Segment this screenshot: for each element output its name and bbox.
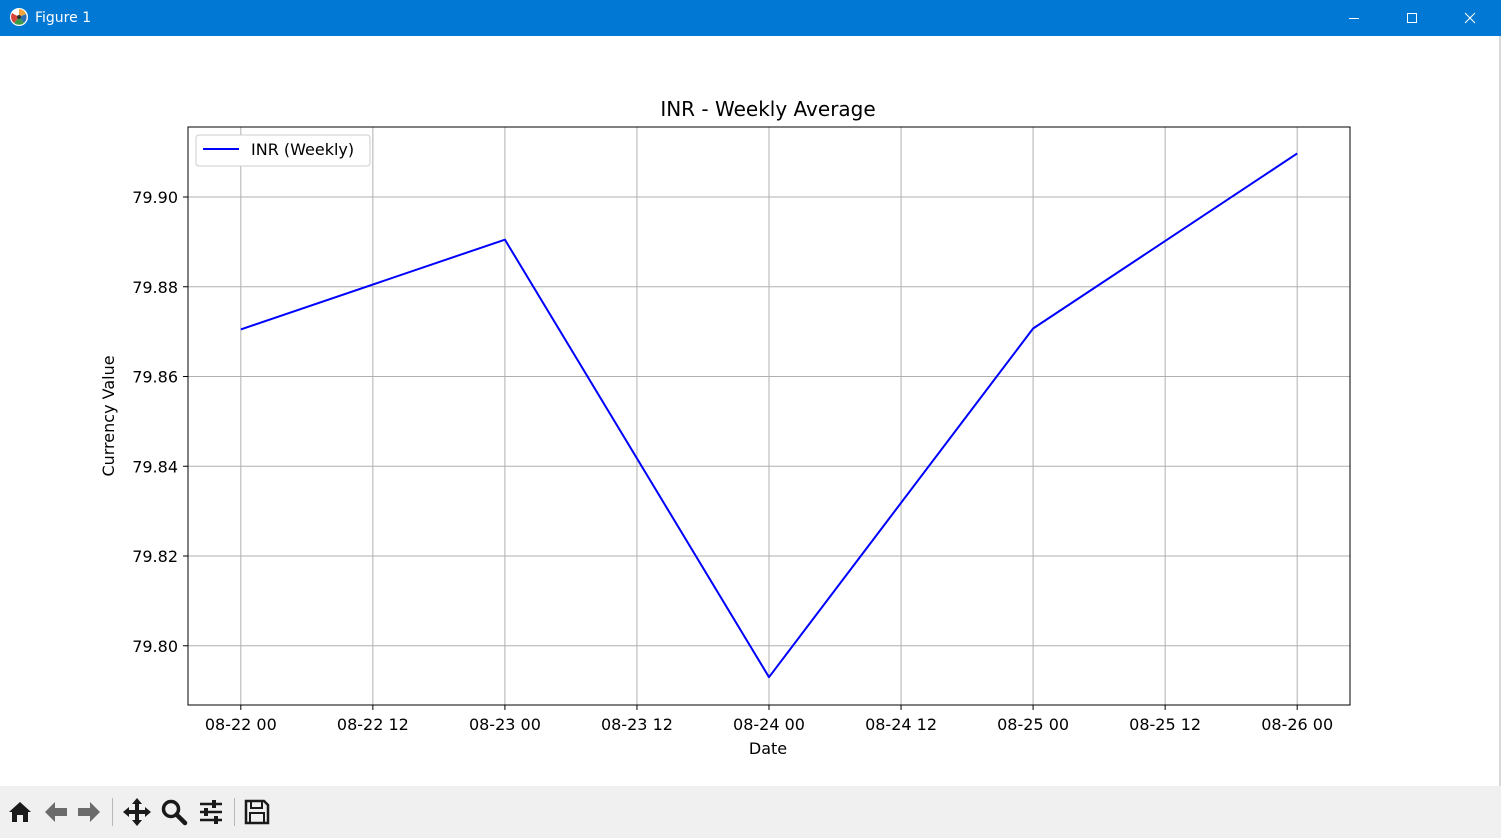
x-tick-label: 08-25 12 [1129,715,1201,734]
x-tick-label: 08-23 00 [469,715,541,734]
chart-title: INR - Weekly Average [660,97,875,121]
minimize-icon [1349,18,1359,19]
toolbar-separator [112,798,113,826]
line-chart: 08-22 00 08-22 12 08-23 00 08-23 12 08-24 00… [99,97,1351,758]
y-axis-label: Currency Value [99,355,118,476]
x-tick-label: 08-26 00 [1261,715,1333,734]
move-icon [123,798,151,826]
x-tick-label: 08-22 12 [337,715,409,734]
window-border [1499,36,1501,786]
y-tick-label: 79.82 [132,547,178,566]
home-icon [9,802,31,822]
floppy-disk-icon [244,799,270,825]
figure-canvas: 08-22 00 08-22 12 08-23 00 08-23 12 08-24 00… [0,36,1501,786]
window-title: Figure 1 [35,10,92,26]
legend-frame [195,134,371,167]
window-titlebar: Figure 1 [0,0,1501,36]
y-tick-label: 79.90 [132,188,178,207]
arrow-right-icon [78,802,100,822]
legend-label: INR (Weekly) [251,140,354,159]
maximize-button[interactable] [1383,0,1441,36]
arrow-left-icon [45,802,67,822]
close-button[interactable] [1441,0,1499,36]
y-tick-label: 79.80 [132,637,178,656]
x-tick-label: 08-24 12 [865,715,937,734]
navigation-toolbar [0,786,1501,838]
legend: INR (Weekly) [195,134,371,167]
configure-subplots-button[interactable] [195,796,227,828]
sliders-icon [200,800,222,824]
forward-button[interactable] [73,796,105,828]
back-button[interactable] [40,796,72,828]
series-line-inr-weekly [240,152,1298,679]
x-tick-label: 08-24 00 [733,715,805,734]
maximize-icon [1407,13,1417,23]
home-button[interactable] [4,796,36,828]
minimize-button[interactable] [1325,0,1383,36]
x-tick-label: 08-25 00 [997,715,1069,734]
x-tick-label: 08-22 00 [205,715,277,734]
x-axis-label: Date [749,739,787,758]
y-tick-label: 79.84 [132,457,178,476]
y-tick-label: 79.88 [132,278,178,297]
close-icon [1464,12,1476,24]
magnifier-icon [161,799,188,826]
save-button[interactable] [241,796,273,828]
x-tick-label: 08-23 12 [601,715,673,734]
toolbar-separator [234,798,235,826]
pan-button[interactable] [121,796,153,828]
matplotlib-logo-icon [9,7,29,27]
zoom-button[interactable] [158,796,190,828]
y-tick-label: 79.86 [132,368,178,387]
